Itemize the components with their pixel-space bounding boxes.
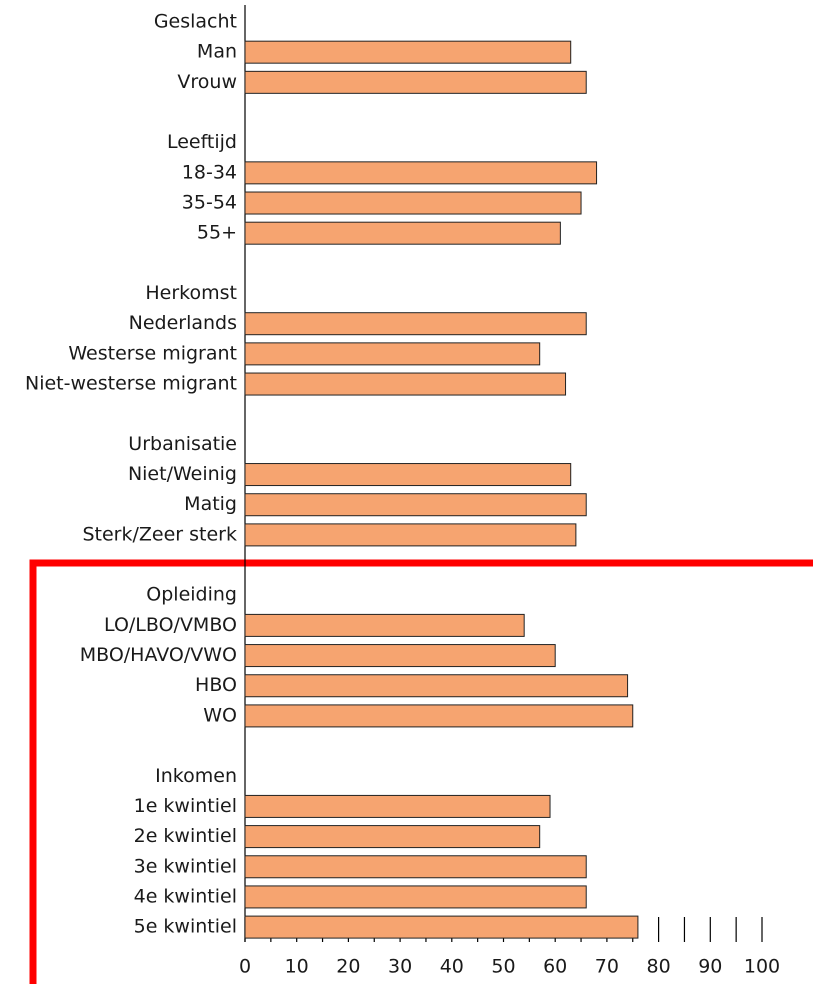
x-tick-label: 0 <box>239 956 251 978</box>
group-label: Geslacht <box>154 11 237 33</box>
y-tick-label: 55+ <box>197 222 237 244</box>
bar <box>244 40 572 64</box>
bar <box>244 191 582 215</box>
y-tick-label: 1e kwintiel <box>134 795 237 817</box>
x-tick-label: 80 <box>647 956 671 978</box>
highlight-box <box>29 559 813 984</box>
y-tick-label: Niet/Weinig <box>128 463 237 485</box>
bar <box>244 70 587 94</box>
bar <box>244 312 587 336</box>
group-label: Opleiding <box>146 584 237 606</box>
x-tick-label: 10 <box>285 956 309 978</box>
bar <box>244 523 577 547</box>
x-tick-label: 30 <box>388 956 412 978</box>
bar <box>244 161 598 185</box>
bar <box>244 915 639 939</box>
y-tick-label: Nederlands <box>129 312 237 334</box>
group-label: Leeftijd <box>167 131 237 153</box>
x-tick-label: 50 <box>491 956 515 978</box>
bar <box>244 794 551 818</box>
bar <box>244 221 561 245</box>
bar <box>244 644 556 668</box>
x-tick-label: 20 <box>336 956 360 978</box>
x-tick-label: 70 <box>595 956 619 978</box>
y-tick-label: 4e kwintiel <box>134 885 237 907</box>
y-tick-label: LO/LBO/VMBO <box>104 614 237 636</box>
y-tick-label: WO <box>203 704 237 726</box>
x-tick-label: 60 <box>543 956 567 978</box>
y-tick-label: Vrouw <box>177 71 237 93</box>
y-tick-label: Man <box>197 41 237 63</box>
y-tick-label: Niet-westerse migrant <box>25 373 237 395</box>
bar <box>244 342 541 366</box>
bar <box>244 613 525 637</box>
y-tick-label: MBO/HAVO/VWO <box>80 644 237 666</box>
group-label: Herkomst <box>145 282 237 304</box>
y-tick-label: 2e kwintiel <box>134 825 237 847</box>
y-tick-label: HBO <box>195 674 237 696</box>
y-tick-label: Sterk/Zeer sterk <box>82 523 237 545</box>
x-tick-label: 40 <box>440 956 464 978</box>
bar <box>244 704 634 728</box>
bar <box>244 463 572 487</box>
y-tick-label: Westerse migrant <box>68 342 237 364</box>
bar <box>244 825 541 849</box>
x-tick-label: 90 <box>698 956 722 978</box>
bar <box>244 674 629 698</box>
y-tick-label: 3e kwintiel <box>134 855 237 877</box>
y-tick-label: Matig <box>184 493 237 515</box>
bar <box>244 493 587 517</box>
y-tick-label: 35-54 <box>182 192 237 214</box>
group-label: Inkomen <box>155 765 237 787</box>
y-tick-label: 18-34 <box>182 161 237 183</box>
x-tick-label: 100 <box>744 956 780 978</box>
bar <box>244 855 587 879</box>
y-tick-label: 5e kwintiel <box>134 916 237 938</box>
bar <box>244 372 567 396</box>
bar <box>244 885 587 909</box>
group-label: Urbanisatie <box>128 433 237 455</box>
